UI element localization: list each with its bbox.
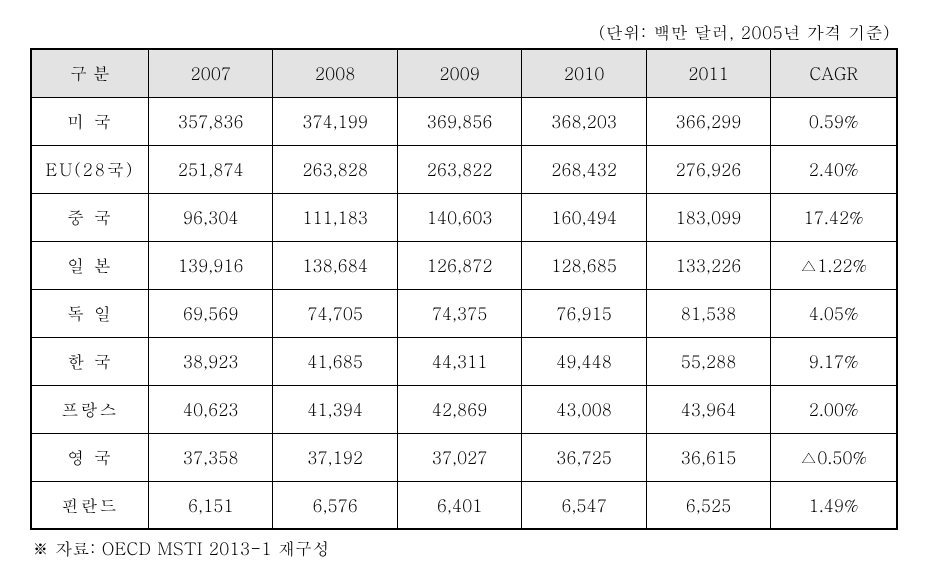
- value-cell: 55,288: [646, 337, 770, 385]
- value-cell: 368,203: [522, 97, 646, 145]
- country-cell: 독 일: [31, 289, 149, 337]
- table-row: 영 국 37,358 37,192 37,027 36,725 36,615 △…: [31, 433, 897, 481]
- table-row: 중 국 96,304 111,183 140,603 160,494 183,0…: [31, 193, 897, 241]
- col-header-2008: 2008: [273, 49, 397, 97]
- col-header-2009: 2009: [397, 49, 521, 97]
- country-cell: 한 국: [31, 337, 149, 385]
- value-cell: 138,684: [273, 241, 397, 289]
- value-cell: 126,872: [397, 241, 521, 289]
- value-cell: 268,432: [522, 145, 646, 193]
- value-cell: 263,828: [273, 145, 397, 193]
- value-cell: 374,199: [273, 97, 397, 145]
- col-header-2010: 2010: [522, 49, 646, 97]
- value-cell: 43,964: [646, 385, 770, 433]
- cagr-cell: 4.05%: [771, 289, 897, 337]
- value-cell: 36,615: [646, 433, 770, 481]
- cagr-cell: 9.17%: [771, 337, 897, 385]
- value-cell: 111,183: [273, 193, 397, 241]
- value-cell: 357,836: [149, 97, 273, 145]
- value-cell: 36,725: [522, 433, 646, 481]
- value-cell: 76,915: [522, 289, 646, 337]
- country-cell: 핀란드: [31, 481, 149, 529]
- value-cell: 40,623: [149, 385, 273, 433]
- value-cell: 37,027: [397, 433, 521, 481]
- cagr-cell: △0.50%: [771, 433, 897, 481]
- value-cell: 128,685: [522, 241, 646, 289]
- value-cell: 96,304: [149, 193, 273, 241]
- value-cell: 251,874: [149, 145, 273, 193]
- value-cell: 42,869: [397, 385, 521, 433]
- value-cell: 366,299: [646, 97, 770, 145]
- value-cell: 37,192: [273, 433, 397, 481]
- value-cell: 6,576: [273, 481, 397, 529]
- value-cell: 43,008: [522, 385, 646, 433]
- value-cell: 6,401: [397, 481, 521, 529]
- value-cell: 6,525: [646, 481, 770, 529]
- value-cell: 74,375: [397, 289, 521, 337]
- col-header-category: 구 분: [31, 49, 149, 97]
- country-cell: 일 본: [31, 241, 149, 289]
- country-cell: 프랑스: [31, 385, 149, 433]
- cagr-cell: △1.22%: [771, 241, 897, 289]
- value-cell: 160,494: [522, 193, 646, 241]
- header-row: 구 분 2007 2008 2009 2010 2011 CAGR: [31, 49, 897, 97]
- value-cell: 37,358: [149, 433, 273, 481]
- value-cell: 49,448: [522, 337, 646, 385]
- value-cell: 81,538: [646, 289, 770, 337]
- table-row: 미 국 357,836 374,199 369,856 368,203 366,…: [31, 97, 897, 145]
- table-row: EU(28국) 251,874 263,828 263,822 268,432 …: [31, 145, 897, 193]
- value-cell: 38,923: [149, 337, 273, 385]
- source-note: ※ 자료: OECD MSTI 2013-1 재구성: [30, 536, 898, 560]
- country-cell: EU(28국): [31, 145, 149, 193]
- value-cell: 41,394: [273, 385, 397, 433]
- value-cell: 74,705: [273, 289, 397, 337]
- value-cell: 276,926: [646, 145, 770, 193]
- table-body: 미 국 357,836 374,199 369,856 368,203 366,…: [31, 97, 897, 529]
- cagr-cell: 17.42%: [771, 193, 897, 241]
- table-row: 독 일 69,569 74,705 74,375 76,915 81,538 4…: [31, 289, 897, 337]
- value-cell: 183,099: [646, 193, 770, 241]
- cagr-cell: 1.49%: [771, 481, 897, 529]
- country-cell: 미 국: [31, 97, 149, 145]
- cagr-cell: 2.40%: [771, 145, 897, 193]
- value-cell: 6,547: [522, 481, 646, 529]
- value-cell: 139,916: [149, 241, 273, 289]
- unit-note: (단위: 백만 달러, 2005년 가격 기준): [30, 20, 898, 44]
- table-row: 핀란드 6,151 6,576 6,401 6,547 6,525 1.49%: [31, 481, 897, 529]
- value-cell: 263,822: [397, 145, 521, 193]
- table-row: 한 국 38,923 41,685 44,311 49,448 55,288 9…: [31, 337, 897, 385]
- col-header-2011: 2011: [646, 49, 770, 97]
- table-row: 일 본 139,916 138,684 126,872 128,685 133,…: [31, 241, 897, 289]
- col-header-2007: 2007: [149, 49, 273, 97]
- value-cell: 6,151: [149, 481, 273, 529]
- value-cell: 369,856: [397, 97, 521, 145]
- value-cell: 69,569: [149, 289, 273, 337]
- value-cell: 41,685: [273, 337, 397, 385]
- country-cell: 중 국: [31, 193, 149, 241]
- table-row: 프랑스 40,623 41,394 42,869 43,008 43,964 2…: [31, 385, 897, 433]
- value-cell: 44,311: [397, 337, 521, 385]
- value-cell: 133,226: [646, 241, 770, 289]
- value-cell: 140,603: [397, 193, 521, 241]
- data-table: 구 분 2007 2008 2009 2010 2011 CAGR 미 국 35…: [30, 48, 898, 530]
- cagr-cell: 0.59%: [771, 97, 897, 145]
- country-cell: 영 국: [31, 433, 149, 481]
- col-header-cagr: CAGR: [771, 49, 897, 97]
- cagr-cell: 2.00%: [771, 385, 897, 433]
